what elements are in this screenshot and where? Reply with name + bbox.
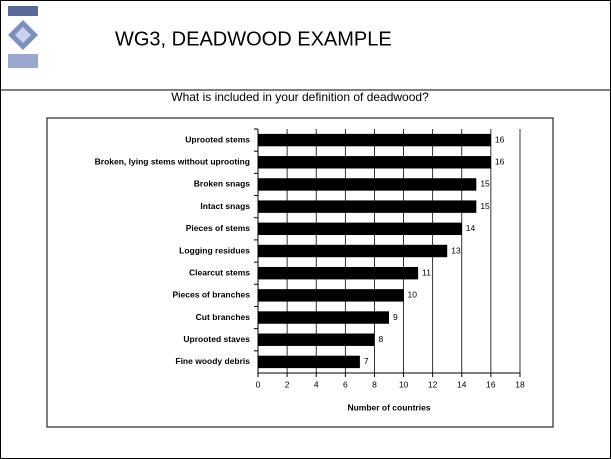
y-tick-label: Fine woody debris [175, 356, 250, 366]
value-label: 10 [408, 290, 418, 300]
y-tick-label: Pieces of branches [173, 290, 251, 300]
y-tick-label: Clearcut stems [189, 267, 250, 277]
y-tick-label: Cut branches [196, 312, 251, 322]
slide-title: WG3, DEADWOOD EXAMPLE [115, 28, 392, 50]
bar [258, 156, 491, 169]
value-label: 13 [451, 245, 461, 255]
bar [258, 311, 389, 324]
value-label: 9 [393, 312, 398, 322]
y-tick-label: Pieces of stems [186, 223, 251, 233]
value-label: 11 [422, 267, 431, 277]
y-tick-label: Uprooted staves [183, 334, 250, 344]
value-label: 14 [466, 223, 476, 233]
bar [258, 333, 375, 346]
value-label: 15 [480, 201, 490, 211]
x-tick-label: 10 [399, 379, 409, 389]
chart-frame [46, 117, 554, 428]
x-tick-label: 6 [343, 379, 348, 389]
value-label: 16 [495, 134, 505, 144]
y-tick-label: Intact snags [200, 201, 250, 211]
logo [8, 6, 38, 68]
bar [258, 133, 491, 147]
x-tick-label: 2 [285, 379, 290, 389]
bar [258, 266, 419, 280]
bar [258, 244, 448, 258]
bar [258, 355, 360, 369]
y-tick-label: Broken, lying stems without uprooting [95, 157, 250, 167]
x-tick-label: 4 [314, 379, 319, 389]
value-label: 8 [378, 334, 383, 344]
value-label: 16 [495, 157, 505, 167]
x-tick-label: 18 [515, 379, 525, 389]
y-tick-label: Logging residues [179, 245, 250, 255]
x-axis-label: Number of countries [347, 402, 430, 412]
x-tick-label: 12 [428, 379, 438, 389]
x-tick-label: 0 [256, 379, 261, 389]
value-label: 15 [480, 179, 490, 189]
y-tick-label: Uprooted stems [185, 134, 250, 144]
chart-title: What is included in your definition of d… [171, 90, 429, 104]
x-tick-label: 14 [457, 379, 467, 389]
x-tick-label: 16 [486, 379, 496, 389]
value-label: 7 [364, 356, 369, 366]
bar [258, 222, 462, 236]
x-tick-label: 8 [372, 379, 377, 389]
bar [258, 178, 477, 191]
bar [258, 200, 477, 213]
y-tick-label: Broken snags [194, 179, 250, 189]
bar [258, 289, 404, 302]
